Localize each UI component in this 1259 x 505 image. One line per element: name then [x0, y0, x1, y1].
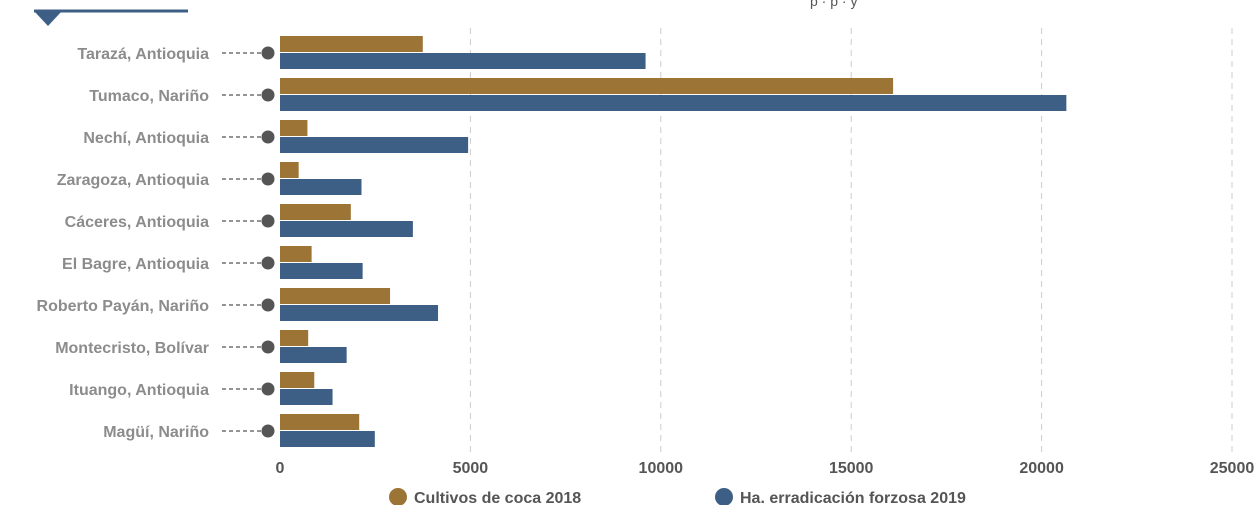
- bar-erradicacion: [280, 221, 413, 237]
- header-triangle-icon: [34, 11, 62, 26]
- bar-coca: [280, 204, 351, 220]
- category-label: Nechí, Antioquia: [83, 130, 209, 147]
- legend-label-erradicacion: Ha. erradicación forzosa 2019: [740, 490, 966, 505]
- bar-erradicacion: [280, 137, 469, 153]
- bar-coca: [280, 330, 309, 346]
- bar-coca: [280, 36, 423, 52]
- category-label: Magüí, Nariño: [103, 424, 209, 441]
- bar-coca: [280, 372, 315, 388]
- bar-coca: [280, 288, 391, 304]
- category-label: Zaragoza, Antioquia: [57, 172, 209, 189]
- category-label: Tumaco, Nariño: [89, 88, 209, 105]
- x-tick-label: 10000: [639, 460, 684, 477]
- category-label: Roberto Payán, Nariño: [37, 298, 210, 315]
- bar-coca: [280, 120, 308, 136]
- legend-marker-coca: [389, 488, 407, 505]
- category-marker: [261, 130, 275, 144]
- category-label: Cáceres, Antioquia: [65, 214, 209, 231]
- category-marker: [261, 382, 275, 396]
- bar-erradicacion: [280, 95, 1067, 111]
- header-subtitle-fragment: p · p · y: [810, 0, 857, 9]
- x-axis-ticks: 0 5000 10000 15000 20000 25000: [276, 460, 1255, 477]
- category-marker: [261, 424, 275, 438]
- bar-coca: [280, 162, 299, 178]
- category-label: Montecristo, Bolívar: [55, 340, 209, 357]
- x-tick-label: 25000: [1210, 460, 1255, 477]
- category-labels: Tarazá, Antioquia Tumaco, Nariño Nechí, An…: [37, 46, 275, 441]
- legend-marker-erradicacion: [715, 488, 733, 505]
- bars: [280, 36, 1067, 447]
- category-label: Tarazá, Antioquia: [77, 46, 209, 63]
- category-marker: [261, 172, 275, 186]
- category-marker: [261, 298, 275, 312]
- bar-erradicacion: [280, 347, 347, 363]
- bar-erradicacion: [280, 305, 439, 321]
- bar-erradicacion: [280, 389, 333, 405]
- x-tick-label: 15000: [829, 460, 874, 477]
- x-tick-label: 5000: [453, 460, 489, 477]
- legend-label-coca: Cultivos de coca 2018: [414, 490, 581, 505]
- bar-coca: [280, 78, 894, 94]
- bar-erradicacion: [280, 431, 375, 447]
- bar-erradicacion: [280, 179, 362, 195]
- bar-coca: [280, 414, 360, 430]
- category-marker: [261, 46, 275, 60]
- legend: Cultivos de coca 2018 Ha. erradicación f…: [389, 488, 966, 505]
- bar-erradicacion: [280, 263, 363, 279]
- category-marker: [261, 340, 275, 354]
- x-tick-label: 20000: [1019, 460, 1064, 477]
- bar-erradicacion: [280, 53, 646, 69]
- category-label: El Bagre, Antioquia: [62, 256, 209, 273]
- category-label: Ituango, Antioquia: [69, 382, 209, 399]
- category-marker: [261, 88, 275, 102]
- bar-coca: [280, 246, 312, 262]
- category-marker: [261, 214, 275, 228]
- category-marker: [261, 256, 275, 270]
- x-tick-label: 0: [276, 460, 285, 477]
